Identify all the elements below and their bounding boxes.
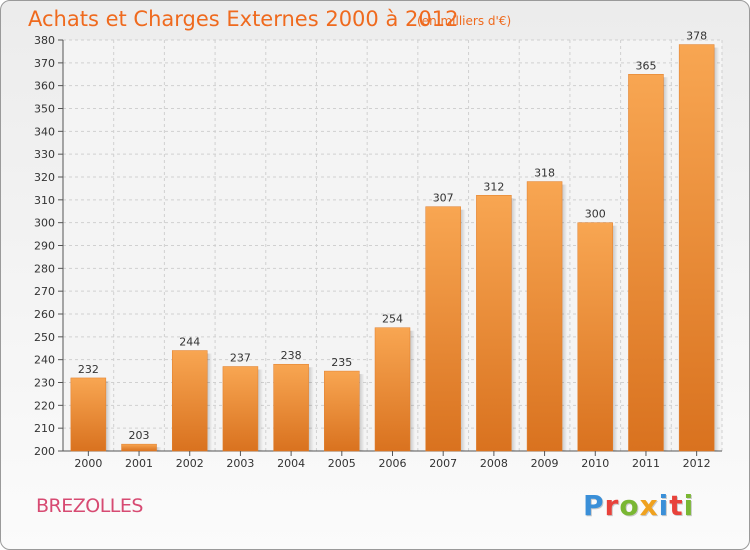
bar-value-label: 244 — [179, 336, 200, 349]
bar-value-label: 378 — [686, 30, 707, 43]
bar — [171, 350, 208, 452]
bar-shadow — [207, 353, 213, 451]
y-tick-label: 370 — [34, 57, 55, 70]
bar-value-label: 312 — [483, 180, 504, 193]
commune-name: BREZOLLES — [36, 495, 143, 517]
y-tick-label: 210 — [34, 422, 55, 435]
y-tick-label: 220 — [34, 399, 55, 412]
proxiti-logo: Proxiti — [583, 489, 694, 522]
logo-letter: r — [604, 489, 620, 522]
bar-value-label: 232 — [78, 363, 99, 376]
bar-shadow — [308, 367, 314, 451]
x-tick-label: 2009 — [531, 457, 559, 470]
bar — [526, 181, 563, 452]
bar — [324, 370, 360, 452]
y-tick-label: 350 — [34, 103, 55, 116]
bar-shadow — [612, 225, 618, 451]
x-tick-label: 2002 — [176, 457, 204, 470]
chart-title: Achats et Charges Externes 2000 à 2012 — [28, 7, 459, 31]
x-tick-label: 2007 — [429, 457, 457, 470]
y-tick-label: 290 — [34, 240, 55, 253]
bar-value-label: 203 — [129, 429, 150, 442]
bar — [425, 206, 461, 452]
x-tick-label: 2004 — [277, 457, 305, 470]
bar — [70, 377, 107, 452]
x-tick-label: 2001 — [125, 457, 153, 470]
x-tick-label: 2006 — [379, 457, 407, 470]
bar-shadow — [562, 184, 568, 452]
x-tick-label: 2000 — [74, 457, 102, 470]
y-tick-label: 240 — [34, 354, 55, 367]
logo-letter: i — [658, 489, 670, 522]
bar — [678, 44, 715, 452]
bar-value-label: 300 — [585, 208, 606, 221]
y-tick-label: 380 — [34, 34, 55, 47]
bar-shadow — [156, 447, 162, 451]
y-tick-label: 360 — [34, 80, 55, 93]
bar — [121, 443, 157, 452]
bar — [374, 327, 411, 452]
x-tick-label: 2003 — [226, 457, 254, 470]
y-tick-label: 340 — [34, 125, 55, 138]
y-tick-label: 310 — [34, 194, 55, 207]
bar — [222, 366, 259, 452]
x-tick-label: 2011 — [632, 457, 660, 470]
y-tick-label: 270 — [34, 285, 55, 298]
logo-letter: P — [583, 489, 605, 522]
bar-shadow — [105, 380, 111, 451]
bar-shadow — [410, 330, 415, 451]
logo-letter: i — [683, 489, 695, 522]
bar — [577, 222, 614, 452]
x-tick-label: 2005 — [328, 457, 356, 470]
bar-value-label: 318 — [534, 167, 555, 180]
bar — [273, 363, 309, 452]
logo-letter: o — [619, 489, 640, 522]
logo-letter: x — [639, 489, 659, 522]
bar-shadow — [460, 209, 466, 451]
bar-shadow — [663, 77, 669, 451]
bar-value-label: 307 — [433, 192, 454, 205]
y-tick-label: 330 — [34, 148, 55, 161]
chart-subtitle: (en milliers d'€) — [417, 14, 512, 28]
x-tick-label: 2012 — [683, 457, 711, 470]
y-tick-label: 200 — [34, 445, 55, 458]
x-tick-label: 2010 — [581, 457, 609, 470]
bar-shadow — [714, 47, 720, 452]
y-tick-label: 260 — [34, 308, 55, 321]
bar-value-label: 254 — [382, 313, 403, 326]
y-tick-label: 300 — [34, 217, 55, 230]
bar-value-label: 238 — [281, 349, 302, 362]
logo-letter: t — [669, 489, 684, 522]
y-tick-label: 280 — [34, 262, 55, 275]
bar — [628, 74, 664, 452]
x-tick-label: 2008 — [480, 457, 508, 470]
bar-value-label: 235 — [331, 356, 352, 369]
bar-shadow — [359, 374, 365, 451]
y-tick-label: 250 — [34, 331, 55, 344]
bar-value-label: 237 — [230, 352, 251, 365]
bar — [476, 195, 512, 452]
y-tick-label: 320 — [34, 171, 55, 184]
bar-value-label: 365 — [635, 59, 656, 72]
bar-shadow — [511, 198, 517, 451]
y-tick-label: 230 — [34, 377, 55, 390]
bar-shadow — [257, 369, 263, 451]
